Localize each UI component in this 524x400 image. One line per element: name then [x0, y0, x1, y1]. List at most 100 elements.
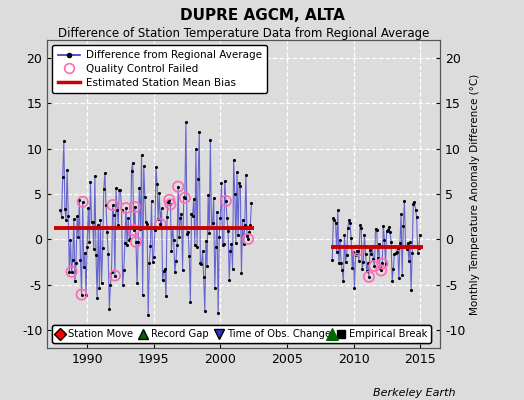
- Point: [223, 215, 231, 222]
- Point: [137, 152, 146, 158]
- Point: [75, 197, 83, 204]
- Point: [353, 247, 361, 254]
- Point: [226, 248, 235, 254]
- Point: [189, 213, 197, 219]
- Point: [132, 239, 140, 245]
- Point: [184, 229, 192, 236]
- Point: [196, 260, 204, 267]
- Point: [159, 268, 168, 274]
- Point: [362, 251, 370, 257]
- Point: [100, 186, 108, 192]
- Point: [145, 260, 154, 266]
- Point: [70, 216, 78, 222]
- Point: [71, 278, 79, 284]
- Point: [387, 238, 395, 245]
- Point: [78, 291, 86, 298]
- Point: [99, 245, 107, 251]
- Point: [236, 182, 245, 189]
- Point: [339, 278, 347, 284]
- Point: [224, 228, 232, 234]
- Point: [128, 159, 137, 166]
- Point: [410, 199, 419, 205]
- Point: [103, 228, 111, 235]
- Point: [225, 276, 233, 283]
- Point: [123, 242, 132, 248]
- Point: [185, 253, 193, 260]
- Point: [111, 272, 119, 279]
- Point: [158, 277, 167, 284]
- Point: [376, 265, 384, 272]
- Point: [72, 259, 80, 266]
- Point: [383, 228, 391, 234]
- Point: [242, 172, 250, 178]
- Point: [244, 236, 252, 242]
- Point: [390, 251, 399, 257]
- Point: [222, 198, 230, 204]
- Point: [392, 248, 401, 255]
- Point: [213, 209, 221, 215]
- Point: [405, 257, 413, 264]
- Point: [110, 212, 118, 218]
- Point: [212, 244, 220, 250]
- Point: [365, 274, 373, 280]
- Point: [66, 236, 74, 243]
- Point: [164, 199, 172, 206]
- Point: [412, 214, 421, 220]
- Point: [199, 248, 207, 254]
- Point: [217, 180, 226, 186]
- Point: [411, 206, 420, 213]
- Point: [352, 252, 360, 258]
- Point: [368, 242, 376, 249]
- Point: [358, 266, 366, 272]
- Point: [104, 251, 113, 258]
- Point: [386, 228, 394, 235]
- Point: [416, 231, 424, 238]
- Point: [63, 167, 71, 174]
- Point: [130, 204, 139, 210]
- Point: [399, 222, 408, 229]
- Point: [84, 204, 92, 211]
- Point: [346, 220, 354, 226]
- Point: [119, 267, 128, 274]
- Point: [384, 227, 392, 234]
- Point: [216, 215, 225, 221]
- Point: [149, 254, 158, 260]
- Point: [79, 199, 87, 205]
- Point: [200, 274, 208, 281]
- Point: [155, 190, 163, 196]
- Point: [341, 258, 350, 265]
- Point: [231, 191, 239, 198]
- Point: [118, 282, 127, 288]
- Point: [359, 258, 367, 265]
- Point: [343, 252, 351, 258]
- Point: [151, 227, 159, 233]
- Point: [182, 119, 190, 126]
- Point: [165, 197, 173, 203]
- Point: [192, 146, 200, 152]
- Point: [357, 225, 365, 231]
- Point: [219, 242, 227, 248]
- Point: [152, 164, 160, 170]
- Point: [113, 206, 121, 213]
- Point: [124, 215, 133, 222]
- Point: [245, 229, 254, 236]
- Point: [148, 259, 157, 265]
- Point: [230, 157, 238, 163]
- Point: [222, 198, 230, 204]
- Point: [102, 202, 110, 209]
- Point: [238, 217, 247, 223]
- Point: [96, 217, 105, 223]
- Point: [397, 211, 405, 217]
- Point: [171, 269, 179, 276]
- Point: [79, 199, 87, 205]
- Point: [165, 197, 173, 203]
- Point: [210, 195, 218, 201]
- Point: [73, 213, 81, 219]
- Point: [116, 187, 125, 193]
- Point: [92, 252, 100, 259]
- Point: [178, 266, 187, 273]
- Point: [86, 179, 95, 185]
- Point: [330, 216, 339, 223]
- Point: [378, 260, 386, 267]
- Point: [134, 239, 143, 245]
